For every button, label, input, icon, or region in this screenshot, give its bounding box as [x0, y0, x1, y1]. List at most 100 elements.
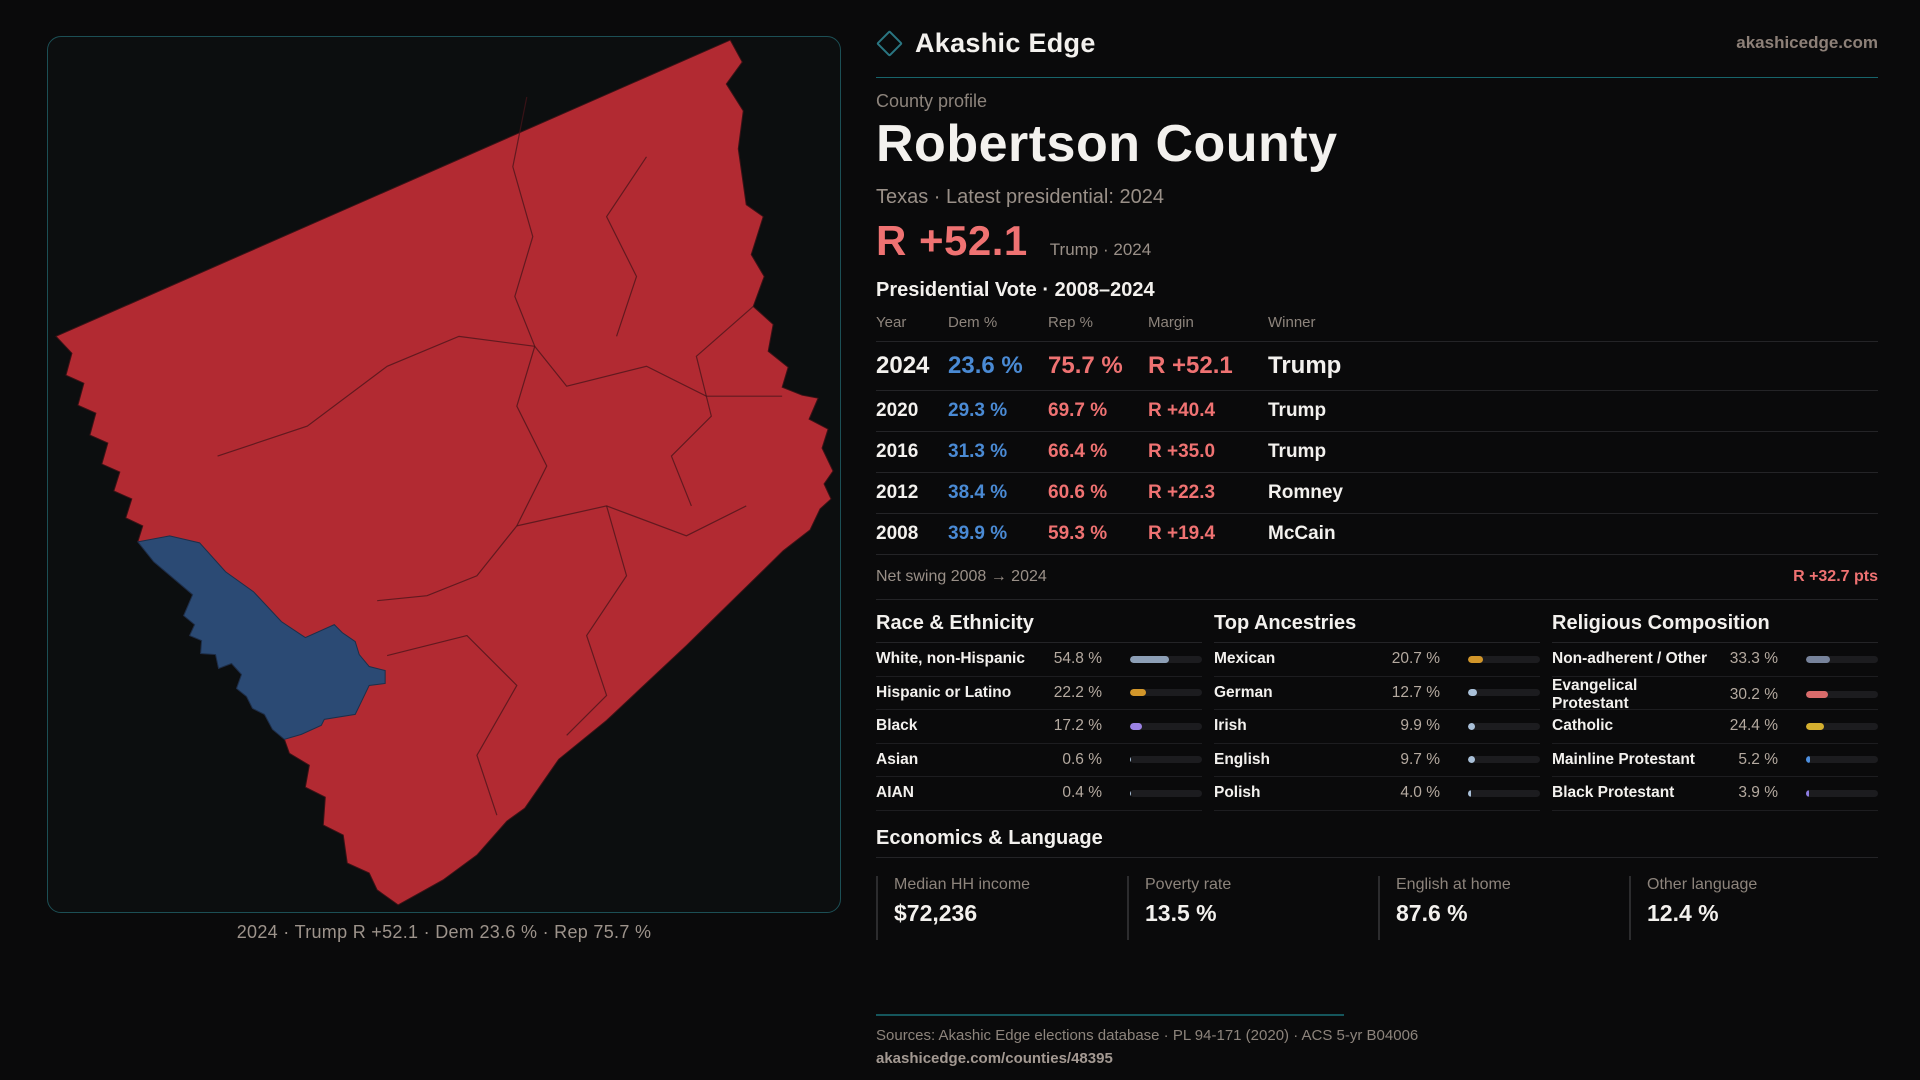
demo-row: Mexican 20.7 %	[1214, 643, 1540, 677]
demo-bar-track	[1130, 722, 1202, 730]
demo-label: Non-adherent / Other	[1552, 650, 1708, 668]
col-rep: Rep %	[1048, 314, 1094, 331]
headline-note: Trump · 2024	[1049, 240, 1152, 259]
demo-bar-track	[1806, 655, 1878, 663]
demo-value: 3.9 %	[1738, 784, 1778, 802]
app-header: Akashic Edge akashicedge.com	[876, 24, 1878, 62]
demo-bar-track	[1130, 789, 1202, 797]
stat-value: $72,236	[894, 899, 978, 926]
demo-bar-track	[1806, 691, 1878, 698]
demo-bar-fill	[1806, 655, 1830, 663]
brand-domain-link[interactable]: akashicedge.com	[1736, 33, 1878, 52]
demo-bar-track	[1806, 756, 1878, 764]
economics-title: Economics & Language	[876, 827, 1878, 858]
demo-bar-track	[1468, 689, 1540, 697]
net-swing-row: Net swing 2008 → 2024 R +32.7 pts	[876, 555, 1878, 600]
net-swing-value: R +32.7 pts	[1793, 568, 1878, 585]
demo-bar-track	[1468, 789, 1540, 797]
vote-winner: Romney	[1268, 482, 1343, 503]
demo-column: Race & Ethnicity White, non-Hispanic 54.8 …	[876, 612, 1202, 811]
demo-value: 12.7 %	[1391, 683, 1440, 701]
vote-winner: McCain	[1268, 523, 1336, 544]
vote-year: 2020	[876, 400, 919, 421]
demo-bar-track	[1468, 655, 1540, 663]
demo-label: Mainline Protestant	[1552, 750, 1695, 768]
stat-label: Poverty rate	[1145, 875, 1232, 893]
demo-row: Catholic 24.4 %	[1552, 710, 1878, 744]
demo-bar-fill	[1130, 655, 1170, 663]
demo-row: Irish 9.9 %	[1214, 710, 1540, 744]
demo-bar-fill	[1468, 722, 1476, 730]
demo-bar-fill	[1468, 689, 1478, 697]
net-swing-label: Net swing 2008 → 2024	[876, 568, 1047, 585]
demo-label: Evangelical Protestant	[1552, 676, 1638, 712]
vote-dem-pct: 31.3 %	[948, 441, 1008, 462]
county-shape	[55, 39, 834, 906]
demo-value: 17.2 %	[1053, 717, 1102, 735]
county-map-panel	[47, 36, 841, 913]
demo-row: Black Protestant 3.9 %	[1552, 777, 1878, 811]
eyebrow-label: County profile	[876, 91, 988, 111]
vote-margin: R +52.1	[1148, 352, 1233, 379]
col-winner: Winner	[1268, 314, 1316, 331]
demo-value: 22.2 %	[1053, 683, 1102, 701]
stat-label: English at home	[1396, 875, 1511, 893]
vote-rep-pct: 75.7 %	[1048, 352, 1123, 379]
stat-card: Poverty rate 13.5 %	[1127, 875, 1376, 940]
page-subtitle: Texas · Latest presidential: 2024	[876, 186, 1164, 208]
stat-card: English at home 87.6 %	[1378, 875, 1627, 940]
demo-column: Religious Composition Non-adherent / Othe…	[1552, 612, 1878, 811]
demo-value: 54.8 %	[1053, 650, 1102, 668]
demo-bar-track	[1130, 655, 1202, 663]
vote-year: 2016	[876, 441, 919, 462]
demo-bar-fill	[1806, 756, 1810, 764]
demo-bar-track	[1468, 756, 1540, 764]
vote-dem-pct: 38.4 %	[948, 482, 1008, 503]
demo-label: Black Protestant	[1552, 784, 1675, 802]
vote-year: 2012	[876, 482, 919, 503]
vote-year: 2024	[876, 352, 930, 379]
demo-label: German	[1214, 683, 1273, 701]
col-year: Year	[876, 314, 907, 331]
demo-value: 20.7 %	[1391, 650, 1440, 668]
permalink[interactable]: akashicedge.com/counties/48395	[876, 1049, 1113, 1067]
vote-table-title: Presidential Vote · 2008–2024	[876, 279, 1155, 301]
page-title: Robertson County	[876, 115, 1338, 173]
col-dem: Dem %	[948, 314, 998, 331]
demo-row: Mainline Protestant 5.2 %	[1552, 744, 1878, 777]
stat-card: Median HH income $72,236	[876, 875, 1125, 940]
demo-label: Asian	[876, 750, 919, 768]
vote-margin: R +40.4	[1148, 400, 1216, 421]
demo-row: English 9.7 %	[1214, 744, 1540, 777]
demo-bar-fill	[1130, 689, 1146, 697]
demo-label: Black	[876, 717, 918, 735]
demo-section-title: Top Ancestries	[1214, 612, 1540, 643]
vote-row: 2016 31.3 % 66.4 % R +35.0 Trump	[876, 432, 1878, 473]
demo-bar-fill	[1468, 655, 1483, 663]
demo-bar-fill	[1806, 722, 1824, 730]
demo-value: 5.2 %	[1738, 750, 1778, 768]
vote-winner: Trump	[1268, 400, 1327, 421]
demo-row: Black 17.2 %	[876, 710, 1202, 744]
demo-bar-track	[1806, 789, 1878, 797]
vote-table-body: 2024 23.6 % 75.7 % R +52.1 Trump 2020 29.3 % 69…	[876, 342, 1878, 555]
vote-winner: Trump	[1268, 441, 1327, 462]
footer: Sources: Akashic Edge elections database…	[876, 1013, 1878, 1068]
vote-dem-pct: 23.6 %	[948, 352, 1023, 379]
vote-rep-pct: 60.6 %	[1048, 482, 1108, 503]
headline-margin-row: R +52.1 Trump · 2024	[876, 217, 1878, 265]
demo-value: 33.3 %	[1729, 650, 1778, 668]
demo-bar-fill	[1130, 722, 1143, 730]
demo-bar-fill	[1468, 789, 1471, 797]
demo-row: German 12.7 %	[1214, 677, 1540, 710]
stat-value: 12.4 %	[1647, 899, 1719, 926]
demographics: Race & Ethnicity White, non-Hispanic 54.8 …	[876, 612, 1878, 811]
demo-bar-track	[1806, 722, 1878, 730]
demo-section-title: Religious Composition	[1552, 612, 1878, 643]
stat-value: 87.6 %	[1396, 899, 1468, 926]
demo-value: 9.7 %	[1400, 750, 1440, 768]
brand-diamond-icon	[876, 29, 903, 57]
vote-margin: R +19.4	[1148, 523, 1216, 544]
county-map	[55, 39, 834, 906]
demo-value: 0.4 %	[1062, 784, 1102, 802]
